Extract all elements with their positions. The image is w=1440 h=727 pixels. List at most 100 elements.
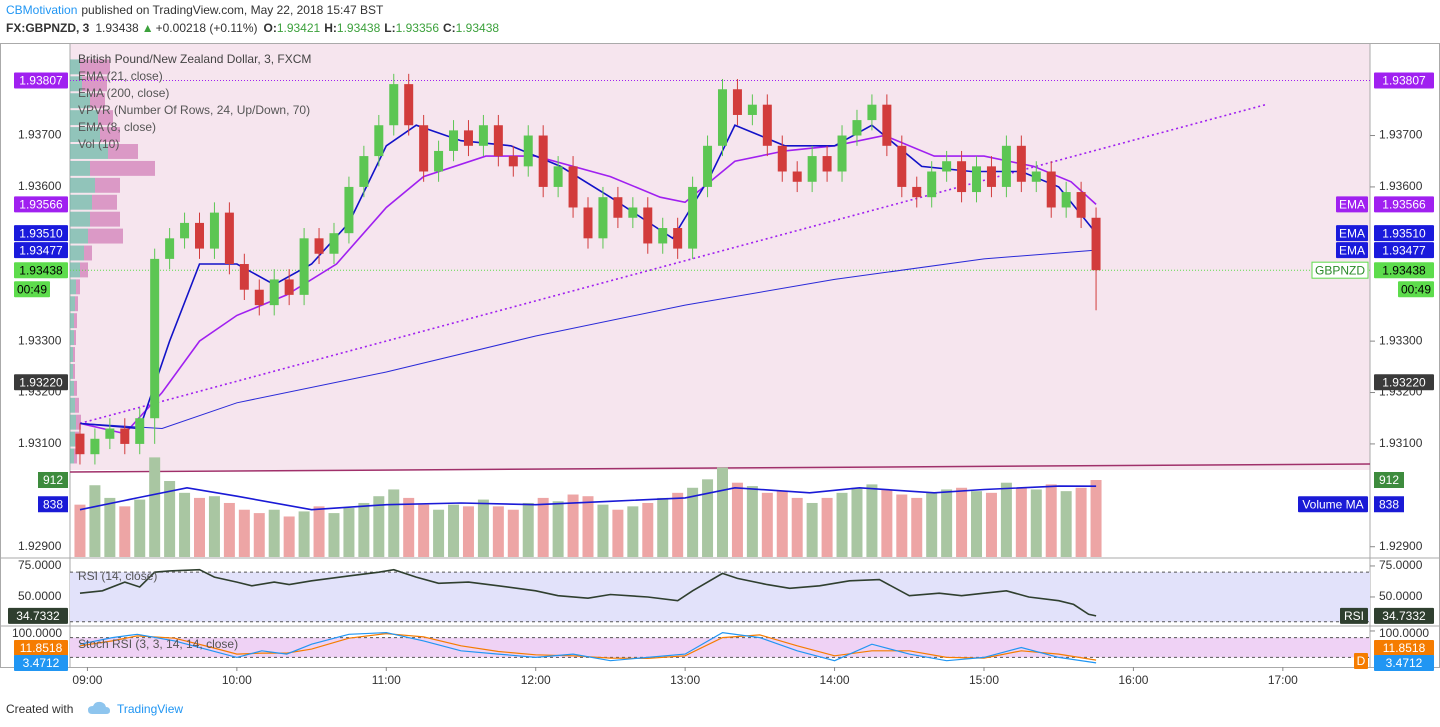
vpvr-down: [100, 127, 120, 143]
price-tag-bg: [14, 196, 68, 213]
vpvr-up: [70, 431, 75, 447]
volume-bar: [74, 504, 86, 557]
candle-body: [807, 156, 817, 182]
candle-body: [120, 428, 130, 444]
candle-body: [1091, 217, 1101, 271]
price-tag-bg: [14, 242, 68, 259]
volume-bar: [283, 516, 295, 557]
vpvr-up: [70, 296, 75, 312]
last: 1.93438: [95, 21, 139, 35]
candle-body: [732, 89, 742, 115]
stoch-tag: 3.4712: [1386, 656, 1423, 670]
countdown: 00:49: [1401, 282, 1431, 296]
candle-body: [1061, 192, 1071, 208]
price-tag: 1.93438: [1382, 263, 1426, 277]
l-value: 1.93356: [396, 21, 440, 35]
footer-brand[interactable]: TradingView: [117, 702, 183, 716]
rsi-band: [70, 572, 1370, 622]
y-tick-label: 100.0000: [1379, 626, 1429, 640]
volume-tag: 838: [1379, 497, 1399, 511]
candle-body: [284, 279, 294, 295]
candle-body: [927, 171, 937, 198]
y-tick-label: 1.93100: [1379, 436, 1423, 450]
volume-bar: [179, 492, 191, 557]
volume-bar: [343, 508, 355, 557]
x-tick-label: 17:00: [1268, 673, 1298, 687]
series-name: GBPNZD: [1315, 263, 1365, 277]
volume-bar: [881, 489, 893, 557]
vpvr-down: [75, 397, 79, 413]
legend: British Pound/New Zealand Dollar, 3, FXC…: [78, 52, 311, 651]
candle-body: [1046, 171, 1056, 208]
series-name-bg: [1311, 261, 1369, 279]
vpvr-up: [70, 313, 74, 329]
ema-line: [79, 134, 1097, 435]
x-tick-label: 12:00: [521, 673, 551, 687]
candle-body: [762, 104, 772, 146]
y-tick-label: 1.93600: [1379, 179, 1423, 193]
series-name: EMA: [1339, 226, 1365, 240]
candle-body: [135, 418, 145, 444]
price-tag: 1.93510: [19, 226, 63, 240]
volume-tag: 838: [43, 497, 63, 511]
change: +0.00218 (+0.11%): [156, 21, 258, 35]
candle-body: [643, 207, 653, 244]
volume-tag-bg: [1374, 496, 1404, 513]
vpvr-up: [70, 279, 76, 295]
vpvr-down: [90, 93, 105, 109]
stoch-title: Stoch RSI (3, 3, 14, 14, close): [78, 637, 238, 651]
price-tag: 1.93566: [1382, 198, 1426, 212]
x-tick-label: 13:00: [670, 673, 700, 687]
legend-entry: Vol (10): [78, 137, 119, 151]
y-tick-label: 1.93600: [18, 179, 62, 193]
o-value: 1.93421: [277, 21, 321, 35]
volume-bar: [1015, 487, 1027, 557]
candle-body: [942, 161, 952, 172]
candle-body: [463, 130, 473, 146]
c-value: 1.93438: [456, 21, 500, 35]
stoch-tag: 3.4712: [23, 656, 60, 670]
h-label: H:: [324, 21, 337, 35]
volume-bar: [268, 509, 280, 557]
author[interactable]: CBMotivation: [6, 3, 77, 17]
candle-body: [508, 156, 518, 167]
candle-body: [613, 197, 623, 218]
volume-bar: [806, 502, 818, 557]
candle-body: [747, 104, 757, 115]
candle-body: [837, 135, 847, 172]
published: published on TradingView.com, May 22, 20…: [81, 3, 384, 17]
marks: 09:00 10:00 11:00 12:00 13:00 14:00 15:00 16:00…: [8, 59, 1434, 687]
price-tag-bg: [14, 374, 68, 391]
candle-body: [269, 279, 279, 306]
vpvr-up: [70, 380, 74, 396]
volume-bar: [119, 506, 131, 557]
h-value: 1.93438: [337, 21, 381, 35]
candle-body: [254, 289, 264, 306]
candle-body: [1016, 145, 1026, 182]
series-name: EMA: [1339, 198, 1365, 212]
volume-bar: [836, 492, 848, 557]
x-tick-label: 09:00: [72, 673, 102, 687]
volume-bar: [552, 501, 564, 557]
price-tag-bg: [1374, 196, 1434, 213]
price-tag: 1.93807: [1382, 74, 1426, 88]
volume-bar: [776, 491, 788, 557]
volume-bar: [821, 497, 833, 557]
legend-entry: EMA (8, close): [78, 120, 156, 134]
volume-bar: [1060, 491, 1072, 557]
volume-bar: [971, 491, 983, 557]
volume-bar: [492, 506, 504, 557]
rsi-title: RSI (14, close): [78, 569, 157, 583]
series-name-bg: [1354, 653, 1368, 669]
vpvr-up: [70, 211, 90, 227]
volume-bar: [627, 506, 639, 557]
candle-body: [523, 135, 533, 167]
candle-body: [419, 125, 429, 172]
chart-title: British Pound/New Zealand Dollar, 3, FXC…: [78, 52, 311, 66]
volume-bar: [1000, 482, 1012, 557]
stoch-tag: 11.8518: [20, 641, 63, 655]
candle-body: [822, 156, 832, 172]
volume-bar: [687, 487, 699, 557]
price-tag-bg: [1374, 262, 1434, 279]
